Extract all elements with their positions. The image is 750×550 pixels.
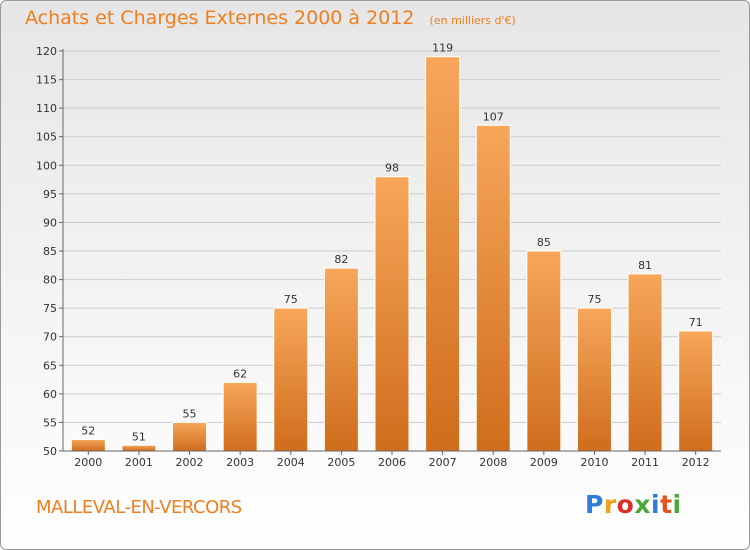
- bar: [678, 330, 714, 452]
- commune-name: MALLEVAL-EN-VERCORS: [36, 497, 242, 518]
- logo-letter: o: [616, 490, 635, 519]
- y-tick-label: 70: [43, 331, 57, 344]
- x-tick-label: 2001: [125, 456, 153, 469]
- bar: [323, 267, 359, 452]
- x-tick-label: 2006: [378, 456, 406, 469]
- bar-value-label: 75: [284, 293, 298, 306]
- y-tick-label: 90: [43, 216, 57, 229]
- bar: [576, 307, 612, 452]
- bar: [172, 421, 208, 452]
- bar-value-label: 75: [587, 293, 601, 306]
- bar: [222, 381, 258, 452]
- x-tick-label: 2010: [580, 456, 608, 469]
- y-tick-label: 80: [43, 274, 57, 287]
- logo-letter: r: [603, 490, 617, 519]
- bar-value-label: 55: [183, 407, 197, 420]
- bar-value-label: 82: [334, 253, 348, 266]
- bar: [273, 307, 309, 452]
- y-tick-label: 115: [36, 74, 57, 87]
- bar: [121, 444, 157, 452]
- y-tick-label: 120: [36, 45, 57, 58]
- bar-value-label: 62: [233, 367, 247, 380]
- x-tick-label: 2004: [277, 456, 305, 469]
- chart-title: Achats et Charges Externes 2000 à 2012: [25, 7, 415, 29]
- x-tick-label: 2003: [226, 456, 254, 469]
- y-tick-label: 100: [36, 159, 57, 172]
- y-tick-label: 110: [36, 102, 57, 115]
- bar-value-label: 52: [81, 425, 95, 438]
- y-tick-label: 55: [43, 416, 57, 429]
- bar-value-label: 119: [432, 42, 453, 55]
- x-tick-label: 2002: [176, 456, 204, 469]
- logo-letter: i: [672, 490, 682, 519]
- y-tick-label: 95: [43, 188, 57, 201]
- x-tick-label: 2007: [429, 456, 457, 469]
- proxiti-logo: Proxiti: [585, 490, 682, 519]
- axes: 50 55 60 65 70 75 80 85 90 95 100 105 110 115 120 2000 2…: [36, 45, 721, 469]
- y-tick-label: 85: [43, 245, 57, 258]
- logo-letter: x: [634, 490, 651, 519]
- bars: [70, 56, 714, 452]
- x-tick-label: 2012: [682, 456, 710, 469]
- bar: [526, 250, 562, 452]
- bar-value-label: 81: [638, 259, 652, 272]
- logo-letter: P: [585, 490, 604, 519]
- logo-letter: i: [651, 490, 661, 519]
- x-tick-label: 2011: [631, 456, 659, 469]
- title-row: Achats et Charges Externes 2000 à 2012 (…: [25, 7, 516, 29]
- x-tick-label: 2005: [327, 456, 355, 469]
- bar-value-label: 85: [537, 236, 551, 249]
- x-tick-label: 2009: [530, 456, 558, 469]
- y-tick-label: 50: [43, 445, 57, 458]
- y-tick-label: 75: [43, 302, 57, 315]
- y-tick-label: 60: [43, 388, 57, 401]
- bar: [627, 273, 663, 452]
- logo-letter: t: [660, 490, 673, 519]
- bar: [475, 124, 511, 452]
- bar-value-label: 51: [132, 430, 146, 443]
- x-tick-label: 2008: [479, 456, 507, 469]
- bar: [70, 439, 106, 452]
- bar-value-label: 98: [385, 162, 399, 175]
- chart-subtitle: (en milliers d'€): [429, 14, 516, 27]
- y-tick-label: 105: [36, 131, 57, 144]
- bar-value-label: 71: [689, 316, 703, 329]
- bar: [425, 56, 461, 452]
- data-labels: 52 51 55 62 75 82 98 119 107 85 75 81 71: [81, 42, 702, 444]
- x-tick-label: 2000: [74, 456, 102, 469]
- bar: [374, 176, 410, 452]
- y-tick-label: 65: [43, 359, 57, 372]
- bar-value-label: 107: [483, 110, 504, 123]
